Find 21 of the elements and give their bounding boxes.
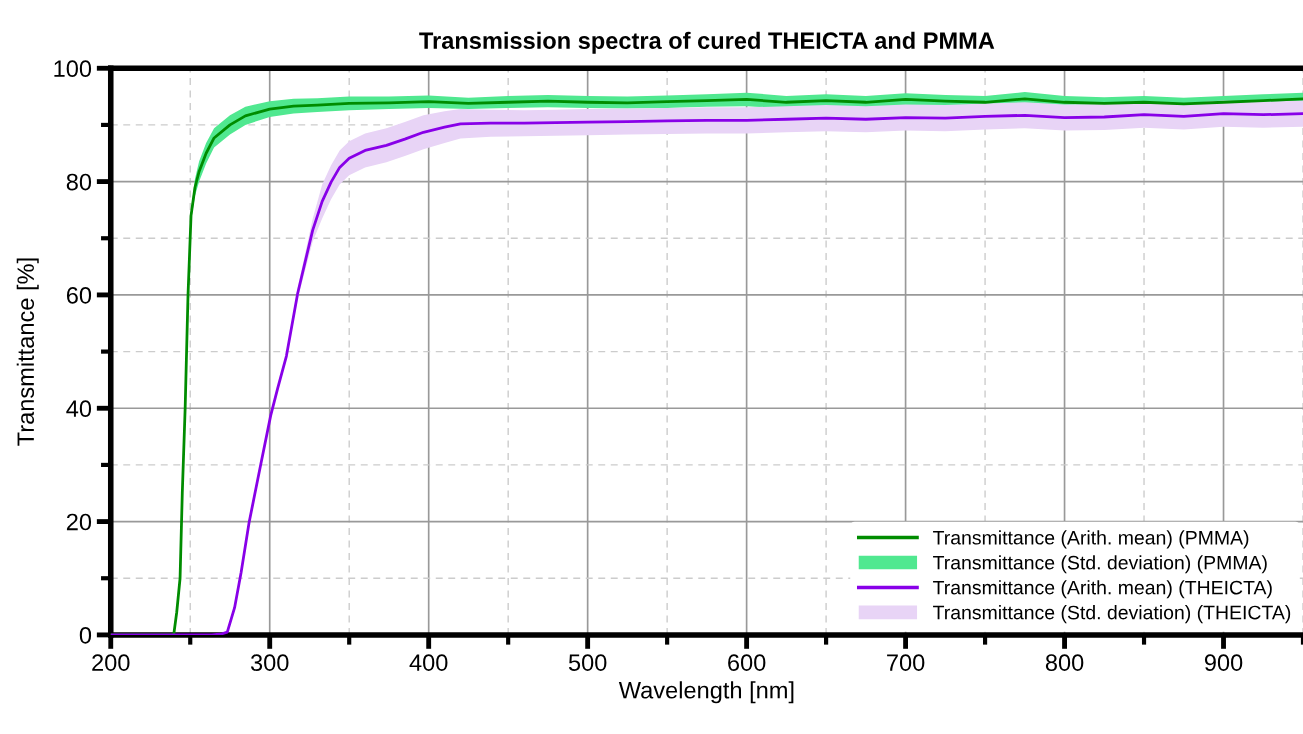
x-tick-label: 700 bbox=[887, 654, 925, 671]
x-tick-label: 300 bbox=[250, 654, 289, 671]
y-tick-label: 80 bbox=[66, 173, 92, 191]
x-tick-label: 200 bbox=[92, 654, 130, 671]
x-tick-label: 500 bbox=[568, 654, 607, 671]
x-tick-label: 800 bbox=[1045, 654, 1084, 671]
x-axis-title: Wavelength [nm] bbox=[618, 681, 794, 704]
chart-title: Transmission spectra of cured THEICTA and PMMA bbox=[419, 31, 995, 54]
legend-label: Transmittance (Std. deviation) (THEICTA) bbox=[933, 605, 1291, 624]
x-tick-label: 400 bbox=[409, 654, 448, 671]
y-axis-title: Transmittance [%] bbox=[16, 258, 39, 446]
y-tick-label: 40 bbox=[66, 400, 92, 418]
y-tick-label: 20 bbox=[66, 513, 92, 531]
legend-label: Transmittance (Arith. mean) (THEICTA) bbox=[933, 580, 1272, 599]
legend-label: Transmittance (Std. deviation) (PMMA) bbox=[933, 555, 1267, 574]
y-tick-label: 100 bbox=[54, 60, 92, 78]
x-tick-label: 600 bbox=[728, 654, 766, 671]
legend-label: Transmittance (Arith. mean) (PMMA) bbox=[933, 530, 1249, 549]
y-tick-label: 60 bbox=[66, 286, 92, 304]
x-tick-label: 900 bbox=[1204, 654, 1243, 671]
y-tick-label: 0 bbox=[79, 626, 92, 644]
